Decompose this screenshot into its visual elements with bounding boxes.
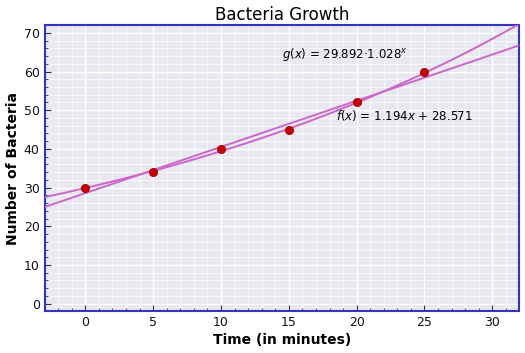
Point (421, 69, 429, 74)
X-axis label: Time (in minutes): Time (in minutes) (213, 334, 351, 347)
Point (217, 146, 225, 152)
Text: $g(x)$ = 29.892·1.028$^x$: $g(x)$ = 29.892·1.028$^x$ (282, 46, 407, 63)
Title: Bacteria Growth: Bacteria Growth (215, 6, 349, 24)
Text: $f(x)$ = 1.194$x$ + 28.571: $f(x)$ = 1.194$x$ + 28.571 (337, 108, 473, 123)
Point (285, 127, 293, 132)
Point (352, 100, 361, 105)
Point (81, 185, 89, 190)
Y-axis label: Number of Bacteria: Number of Bacteria (6, 92, 19, 245)
Point (149, 169, 158, 175)
